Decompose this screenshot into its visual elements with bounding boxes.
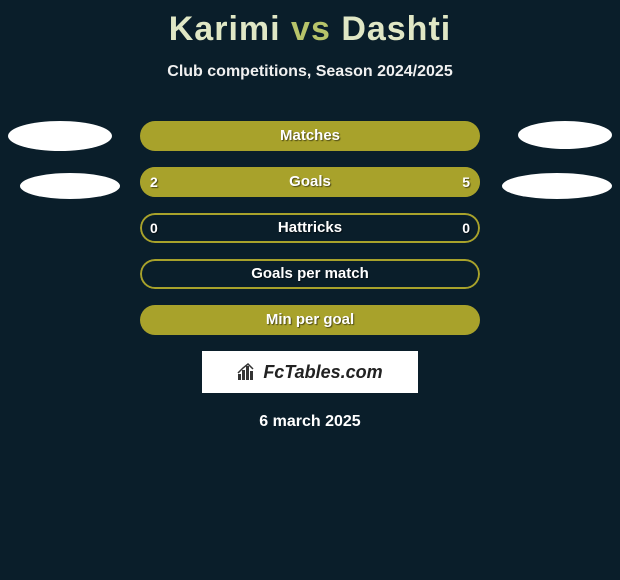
subtitle: Club competitions, Season 2024/2025	[0, 63, 620, 81]
player1-avatar-placeholder	[8, 121, 112, 151]
logo-text: FcTables.com	[263, 362, 382, 383]
bar-label: Matches	[140, 121, 480, 151]
bar-row-goals_per_match: Goals per match	[140, 259, 480, 289]
bars-container: Matches Goals2 5 Hattricks0 0 Goals per match…	[0, 121, 620, 335]
generation-date: 6 march 2025	[0, 413, 620, 431]
bar-label: Goals	[140, 167, 480, 197]
bar-row-goals: Goals2 5	[140, 167, 480, 197]
bar-label: Min per goal	[140, 305, 480, 335]
player2-name: Dashti	[341, 10, 451, 48]
bar-label: Hattricks	[140, 213, 480, 243]
player2-badge-placeholder	[502, 173, 612, 199]
bar-row-hattricks: Hattricks0 0	[140, 213, 480, 243]
bar-value-right: 5	[452, 167, 480, 197]
player1-name: Karimi	[169, 10, 281, 48]
page-title: Karimi vs Dashti	[0, 0, 620, 49]
player1-badge-placeholder	[20, 173, 120, 199]
bar-value-right: 0	[452, 213, 480, 243]
player2-avatar-placeholder	[518, 121, 612, 149]
bar-chart-icon	[237, 362, 259, 382]
fctables-logo: FcTables.com	[202, 351, 418, 393]
bar-label: Goals per match	[140, 259, 480, 289]
vs-word: vs	[291, 10, 331, 48]
bar-row-min_per_goal: Min per goal	[140, 305, 480, 335]
bar-value-left: 2	[140, 167, 168, 197]
bar-row-matches: Matches	[140, 121, 480, 151]
comparison-chart: Matches Goals2 5 Hattricks0 0 Goals per match…	[0, 121, 620, 335]
bar-value-left: 0	[140, 213, 168, 243]
